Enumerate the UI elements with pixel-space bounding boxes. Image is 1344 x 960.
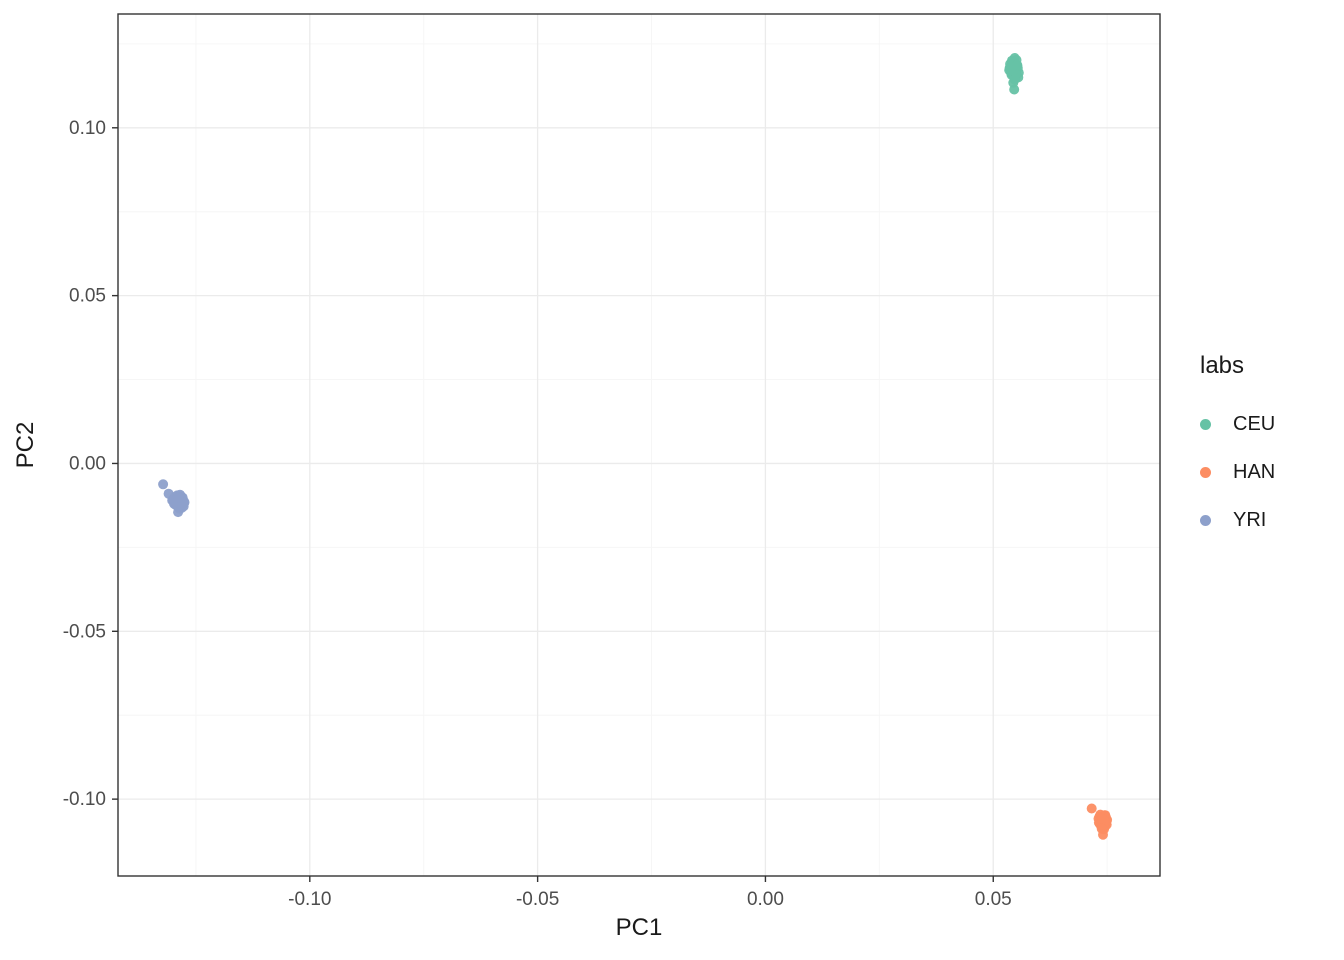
legend-label-yri: YRI	[1233, 508, 1267, 531]
legend-dot-han	[1200, 466, 1211, 478]
data-point-yri	[158, 479, 169, 490]
y-tick-label: -0.05	[63, 621, 106, 642]
data-point-han	[1097, 813, 1108, 824]
legend-label-han: HAN	[1233, 460, 1276, 483]
legend-item-yri: YRI	[1200, 496, 1275, 544]
y-tick-label: 0.00	[69, 453, 106, 474]
legend-item-han: HAN	[1200, 448, 1275, 496]
x-axis-title: PC1	[615, 914, 663, 941]
data-point-yri	[163, 488, 174, 499]
data-point-yri	[173, 492, 184, 503]
x-tick-label: 0.00	[747, 889, 784, 910]
x-tick-label: 0.05	[975, 889, 1012, 910]
y-axis-title: PC2	[12, 421, 39, 469]
legend-title: labs	[1200, 352, 1245, 379]
legend-dot-ceu	[1200, 418, 1211, 430]
data-point-yri	[173, 507, 184, 518]
data-point-han	[1086, 803, 1097, 814]
x-tick-label: -0.10	[288, 889, 331, 910]
data-point-ceu	[1009, 84, 1020, 95]
y-tick-label: 0.05	[69, 286, 106, 307]
legend-dot-yri	[1200, 514, 1211, 526]
legend-item-ceu: CEU	[1200, 400, 1275, 448]
data-point-han	[1098, 829, 1108, 840]
legend: labs CEU HAN YRI	[1200, 352, 1275, 544]
panel-border	[117, 13, 1161, 877]
data-point-ceu	[1006, 62, 1017, 73]
y-tick-label: 0.10	[69, 118, 106, 139]
y-tick-label: -0.10	[63, 789, 106, 810]
x-tick-label: -0.05	[516, 889, 559, 910]
data-point-ceu	[1009, 74, 1020, 85]
legend-label-ceu: CEU	[1233, 412, 1276, 435]
